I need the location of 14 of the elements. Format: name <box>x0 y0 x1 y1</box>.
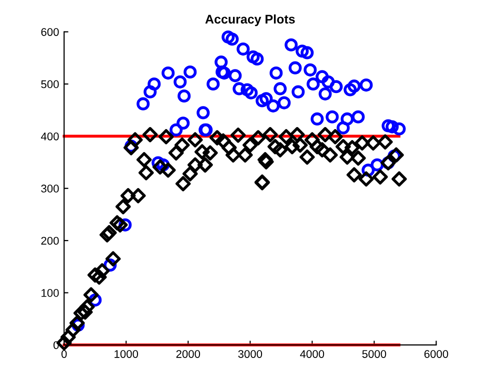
y-tick-label: 100 <box>42 289 59 297</box>
y-tick-label: 400 <box>40 132 59 140</box>
x-tick-label: 0 <box>61 350 67 358</box>
x-tick-label: 2000 <box>176 350 200 358</box>
y-tick-label: 300 <box>41 184 59 193</box>
x-tick-label: 4000 <box>300 350 324 358</box>
y-tick-label: 500 <box>41 80 59 88</box>
x-tick-label: 5000 <box>362 350 386 358</box>
y-tick-label: 600 <box>41 28 59 36</box>
x-tick-label: 1000 <box>114 350 138 358</box>
y-tick-label: 200 <box>41 236 59 245</box>
x-tick-label: 6000 <box>424 350 448 358</box>
chart-title: Accuracy Plots <box>205 14 295 26</box>
x-tick-label: 3000 <box>238 350 262 358</box>
